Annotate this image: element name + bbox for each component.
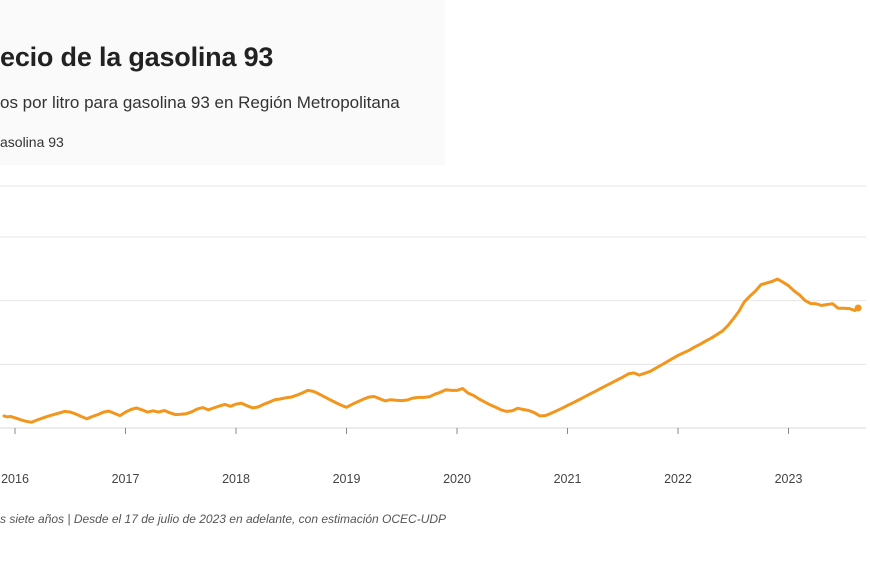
x-tick-label-2020: 2020 bbox=[443, 472, 471, 486]
x-tick-label-2016: 2016 bbox=[1, 472, 29, 486]
chart-footnote: s siete años | Desde el 17 de julio de 2… bbox=[0, 512, 447, 526]
series-end-point bbox=[854, 304, 862, 312]
chart-subtitle: os por litro para gasolina 93 en Región … bbox=[0, 93, 400, 112]
legend-label: asolina 93 bbox=[0, 134, 64, 150]
x-tick-label-2023: 2023 bbox=[775, 472, 803, 486]
x-tick-label-2017: 2017 bbox=[112, 472, 140, 486]
chart-title: ecio de la gasolina 93 bbox=[0, 42, 274, 72]
x-tick-label-2019: 2019 bbox=[333, 472, 361, 486]
x-axis-ticks: 2016 2017 2018 2019 2020 2021 2022 2023 bbox=[1, 428, 802, 486]
header-background bbox=[0, 0, 445, 165]
x-tick-label-2022: 2022 bbox=[664, 472, 692, 486]
x-tick-label-2018: 2018 bbox=[222, 472, 250, 486]
gridlines bbox=[0, 185, 866, 429]
series-line-gasolina-93 bbox=[2, 277, 860, 424]
x-tick-label-2021: 2021 bbox=[554, 472, 582, 486]
